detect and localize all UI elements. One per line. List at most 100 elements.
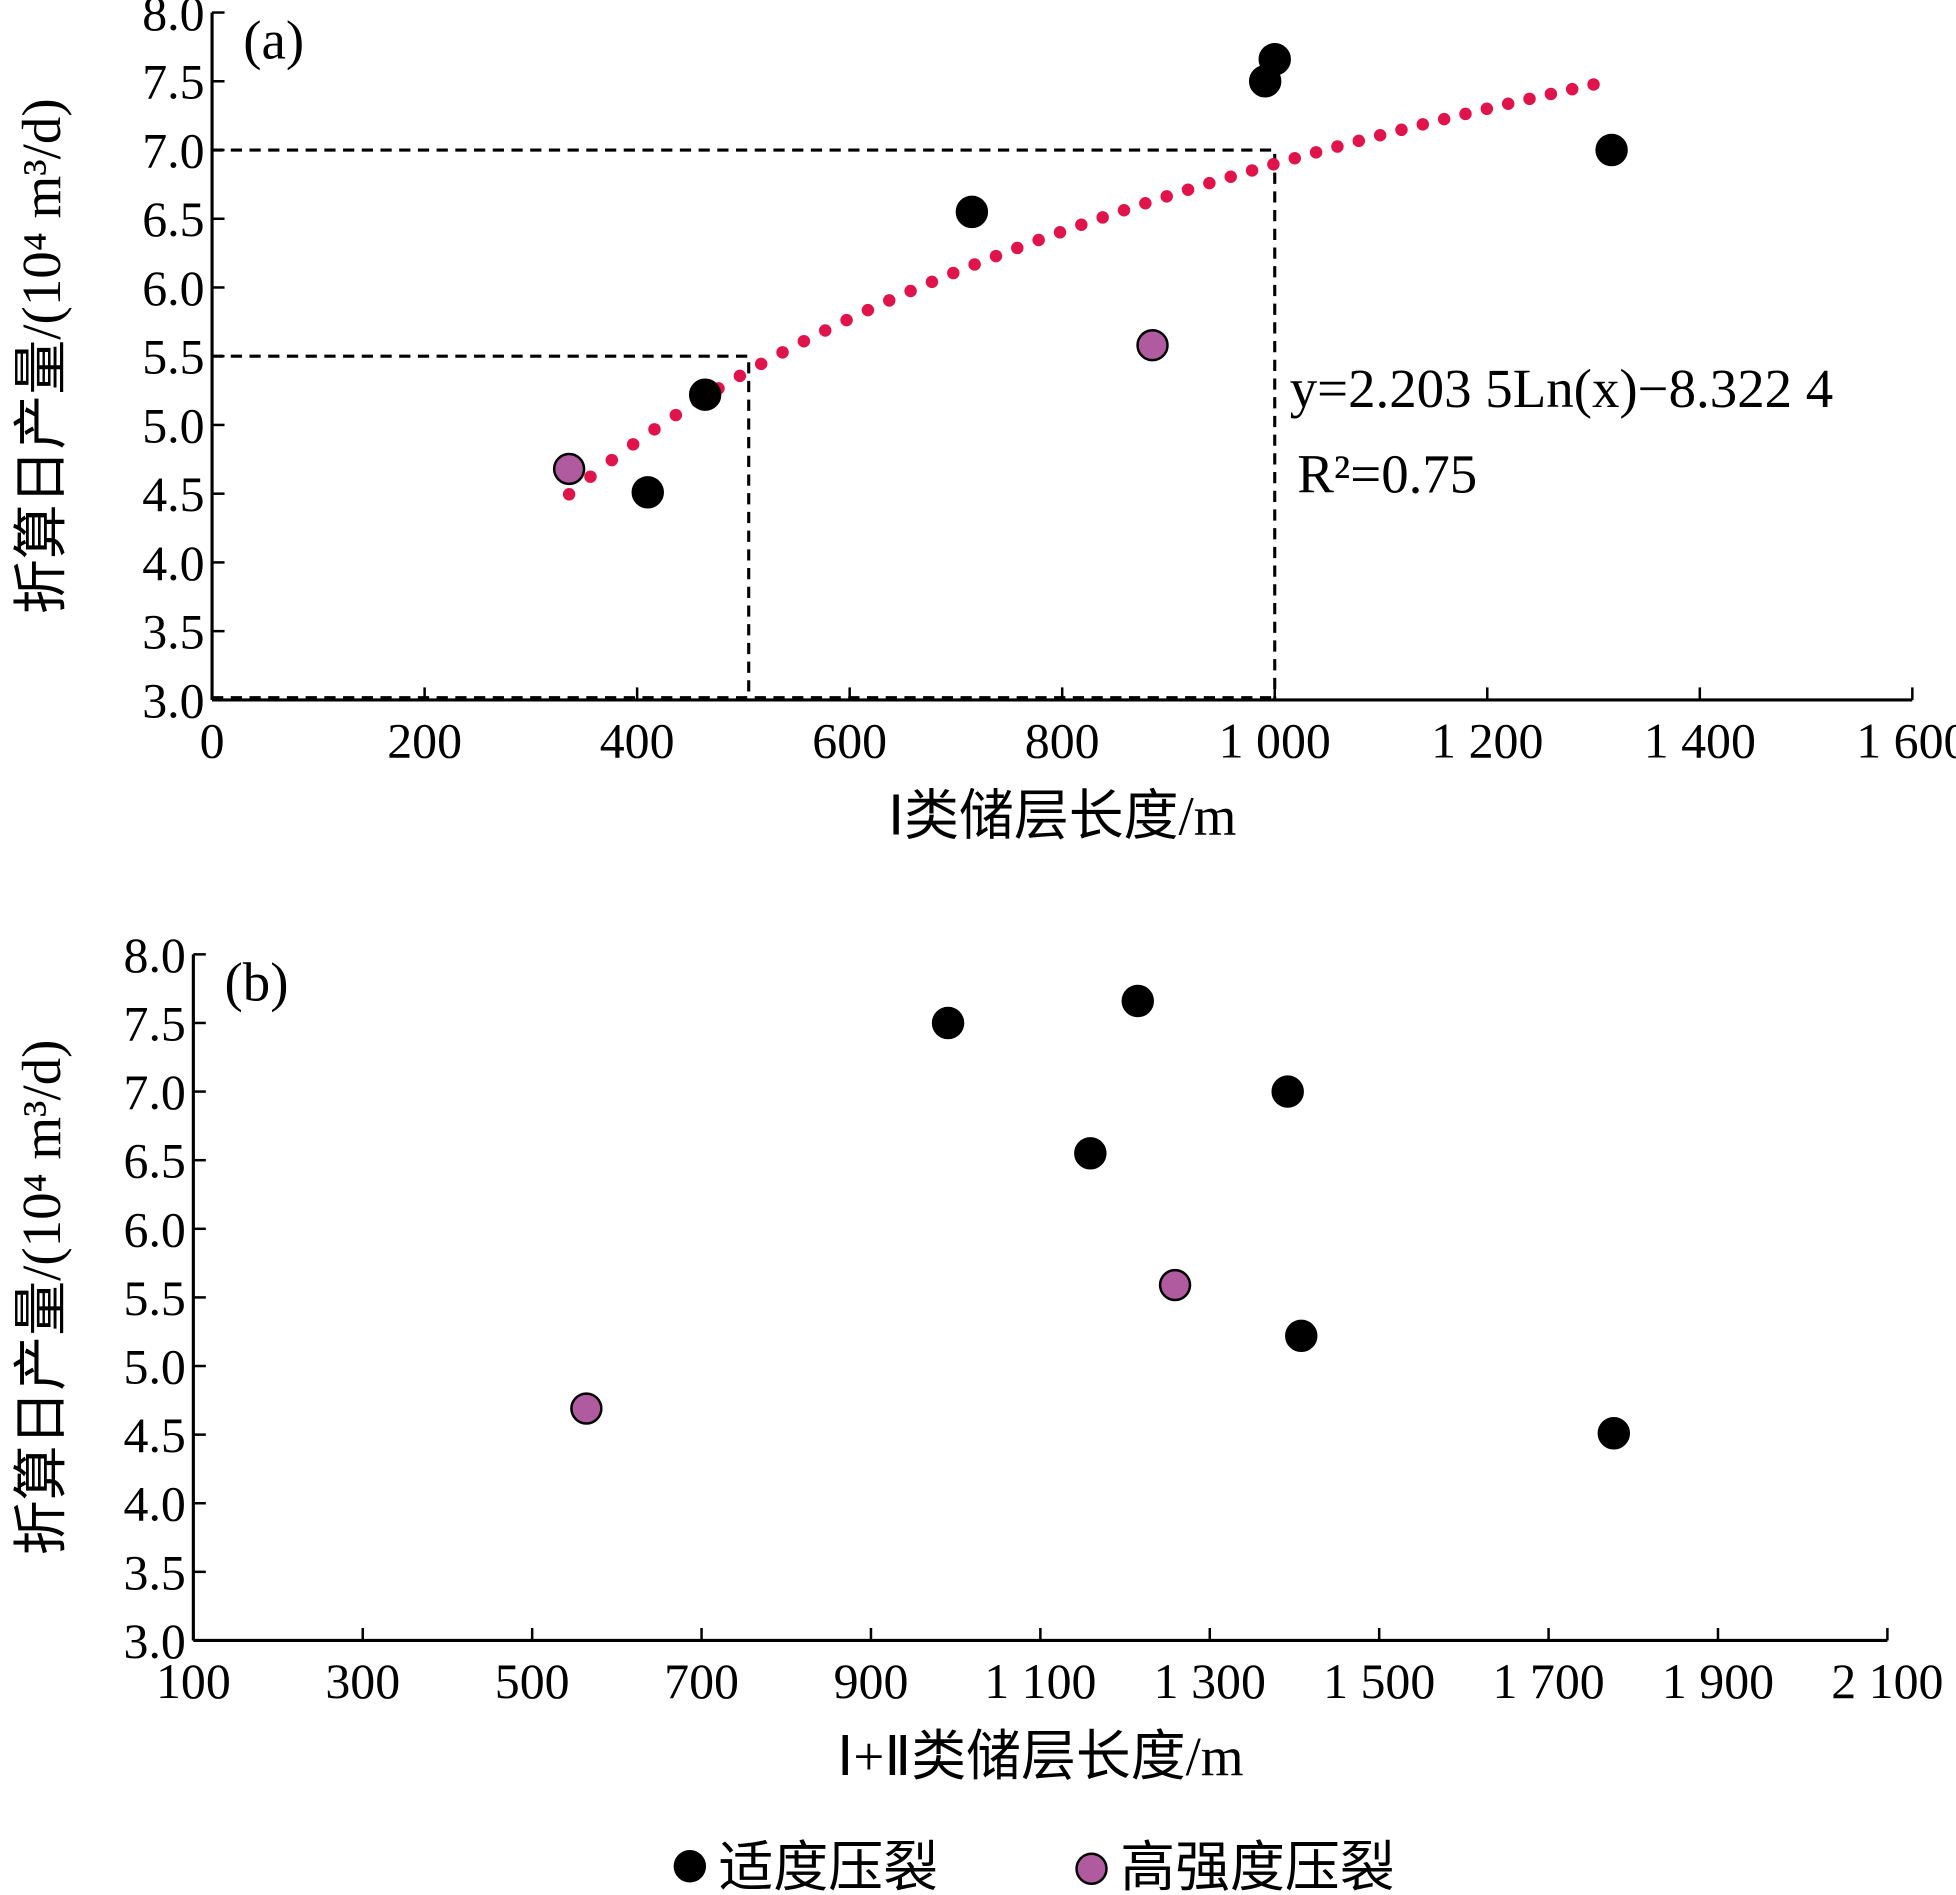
legend-marker-moderate [673,1850,707,1883]
y-tick-label: 7.5 [124,996,186,1051]
y-tick-label: 3.5 [124,1545,186,1600]
trendline-dot [754,357,768,371]
y-tick-label: 6.5 [124,1134,186,1189]
trendline-dot [904,284,917,298]
trendline-dot [1480,102,1494,116]
y-axis-label: 折算日产量/(10⁴ m³/d) [11,1040,72,1556]
y-tick-label: 5.5 [124,1271,186,1326]
data-point-moderate [688,378,722,411]
trendline-dot [1309,146,1323,159]
data-point-moderate [631,476,664,509]
trendline-dot [1267,158,1280,171]
y-tick-label: 7.5 [142,55,204,110]
trendline-dot [1523,92,1536,106]
y-tick-label: 8.0 [142,0,204,41]
equation-label: y=2.203 5Ln(x)−8.322 4 [1290,358,1834,419]
y-tick-label: 7.0 [142,123,204,178]
x-tick-label: 0 [200,713,225,768]
y-tick-label: 7.0 [124,1065,186,1120]
x-tick-label: 1 600 [1856,713,1956,768]
x-tick-label: 500 [495,1654,570,1709]
y-tick-label: 4.0 [142,536,204,591]
y-tick-label: 6.0 [142,261,204,316]
x-tick-label: 600 [812,713,887,768]
y-tick-label: 5.5 [142,330,204,385]
trendline-dot [1181,183,1195,196]
x-tick-label: 1 700 [1492,1654,1604,1709]
x-tick-label: 300 [325,1654,400,1709]
trendline-dot [840,313,853,327]
trendline-dot [776,346,789,359]
data-point-moderate [1595,133,1628,167]
trendline-dot [626,438,640,451]
trendline-dot [989,249,1003,263]
trendline-dot [1160,190,1173,203]
trendline-dot [1544,87,1558,101]
trendline-dot [1331,140,1344,153]
trendline-dot [1139,197,1152,210]
panel-b: 3.0 3.5 4.0 4.5 5.0 5.5 6.0 6.5 7.0 7.5 8.0 100 300 5… [11,928,1944,1787]
trendline-dot [584,470,597,483]
trendline-dot [669,408,683,422]
r2-label: R²=0.75 [1297,443,1477,504]
trendline-dot [1437,112,1451,126]
panel-a: 3.0 3.5 4.0 4.5 5.0 5.5 6.0 6.5 7.0 7.5 8.0 0 200 400… [11,0,1956,847]
trendline-dot [562,488,576,501]
trendline-dot [947,266,960,280]
reference-line [212,148,1277,700]
trendline-dot [818,324,832,337]
trendline-dot [968,258,981,271]
trendline-dot [1053,226,1067,239]
trendline-dot [1011,241,1024,255]
data-point-moderate [1121,984,1154,1018]
trendline-dot [1565,82,1579,96]
y-tick-label: 6.5 [142,192,204,247]
trendline-dot [1373,129,1387,142]
trendline-dot [1224,170,1237,183]
x-tick-label: 1 000 [1219,713,1331,768]
trendline-dot [1288,152,1301,165]
x-tick-label: 400 [600,713,675,768]
y-tick-label: 6.0 [124,1202,186,1257]
legend-label-moderate: 适度压裂 [719,1837,939,1895]
x-tick-label: 1 400 [1644,713,1756,768]
x-tick-label: 1 200 [1431,713,1543,768]
y-tick-label: 4.5 [142,467,204,522]
data-point-moderate [1285,1319,1318,1353]
trendline-dot [861,303,875,317]
data-point-high [552,452,586,486]
x-tick-label: 100 [156,1654,231,1709]
data-point-high [570,1392,603,1425]
legend-marker-high [1075,1852,1108,1885]
y-tick-label: 3.0 [142,673,204,728]
panel-label: (b) [225,952,289,1013]
trendline-dot [925,275,939,289]
trendline-dot [1416,118,1430,131]
trendline-dot [1032,233,1045,247]
x-tick-label: 700 [664,1654,739,1709]
y-tick-label: 5.0 [124,1339,186,1394]
y-tick-label: 4.5 [124,1408,186,1463]
trendline-dot [1117,204,1131,217]
trendline-dot [1395,123,1408,137]
x-axis-label: Ⅰ类储层长度/m [888,786,1236,847]
reference-line [212,354,751,700]
y-tick-label: 8.0 [124,928,186,983]
x-tick-label: 1 300 [1154,1654,1266,1709]
x-tick-label: 1 900 [1662,1654,1774,1709]
y-tick-label: 5.0 [142,398,204,453]
data-point-moderate [1597,1417,1631,1450]
trendline-dot [1501,97,1515,110]
data-point-moderate [1258,43,1291,76]
trendline-dot [1587,78,1600,91]
y-axis-label: 折算日产量/(10⁴ m³/d) [11,98,72,614]
trendline-dot [1245,164,1259,177]
data-point-moderate [1074,1137,1107,1170]
data-point-high [1158,1268,1192,1302]
y-tick-label: 4.0 [124,1477,186,1532]
data-point-moderate [1271,1075,1304,1108]
y-tick-label: 3.5 [142,605,204,660]
trendline-dot [1352,134,1366,148]
trendline-dot [1459,107,1472,121]
data-point-high [1136,328,1169,362]
